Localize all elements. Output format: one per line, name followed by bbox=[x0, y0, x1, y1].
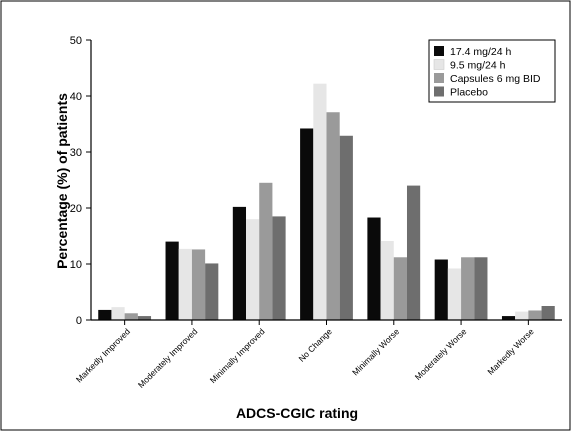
legend-label: 17.4 mg/24 h bbox=[450, 46, 511, 58]
bar bbox=[178, 248, 192, 320]
legend-swatch bbox=[433, 59, 445, 70]
legend-label: Capsules 6 mg BID bbox=[450, 73, 541, 85]
bar bbox=[406, 185, 421, 320]
bar bbox=[380, 241, 394, 320]
bar bbox=[272, 216, 286, 320]
legend-box bbox=[428, 39, 556, 103]
y-tick-label: 30 bbox=[70, 147, 82, 159]
bar bbox=[300, 128, 314, 320]
bar bbox=[205, 263, 219, 320]
bar bbox=[313, 83, 327, 321]
bar bbox=[259, 182, 273, 320]
bar bbox=[98, 309, 112, 320]
bar bbox=[191, 249, 206, 320]
y-tick-label: 0 bbox=[76, 315, 82, 327]
bar bbox=[393, 257, 407, 320]
bar bbox=[515, 311, 529, 320]
bar bbox=[528, 310, 542, 320]
bar bbox=[461, 257, 475, 320]
bar bbox=[474, 257, 488, 320]
bar bbox=[541, 306, 555, 320]
bar bbox=[326, 112, 340, 321]
bar bbox=[501, 316, 516, 320]
bar bbox=[232, 206, 247, 320]
bar bbox=[246, 219, 260, 320]
bar bbox=[165, 241, 179, 320]
y-tick-label: 50 bbox=[70, 35, 82, 47]
legend-swatch bbox=[434, 73, 444, 83]
bars-layer bbox=[98, 83, 555, 321]
x-axis-title: ADCS-CGIC rating bbox=[236, 405, 358, 421]
legend-swatch bbox=[434, 86, 444, 97]
y-axis-title: Percentage (%) of patients bbox=[54, 93, 70, 269]
bar bbox=[111, 307, 125, 320]
bar bbox=[434, 259, 448, 320]
legend-label: 9.5 mg/24 h bbox=[450, 60, 506, 72]
bar bbox=[367, 217, 381, 320]
legend-swatch bbox=[434, 46, 444, 56]
bar bbox=[339, 135, 353, 320]
bar bbox=[137, 316, 152, 320]
bar bbox=[124, 313, 138, 320]
y-tick-label: 20 bbox=[70, 203, 82, 215]
bar bbox=[447, 268, 462, 320]
y-tick-label: 40 bbox=[70, 91, 82, 103]
axes-layer bbox=[86, 39, 562, 325]
legend-label: Placebo bbox=[450, 87, 488, 99]
y-tick-label: 10 bbox=[70, 259, 82, 271]
